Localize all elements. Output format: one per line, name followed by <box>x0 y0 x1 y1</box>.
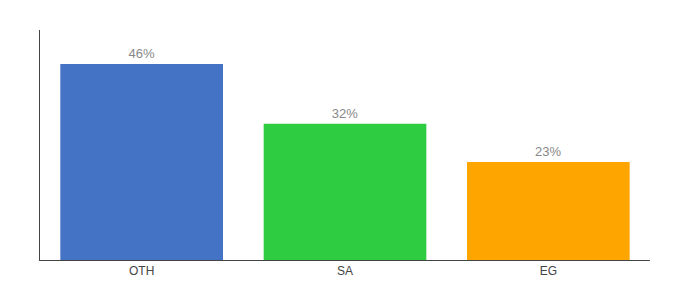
svg-text:23%: 23% <box>535 144 561 159</box>
svg-text:SA: SA <box>337 264 353 278</box>
svg-text:EG: EG <box>540 264 557 278</box>
svg-text:46%: 46% <box>128 46 154 61</box>
svg-text:OTH: OTH <box>129 264 154 278</box>
svg-text:32%: 32% <box>332 106 358 121</box>
